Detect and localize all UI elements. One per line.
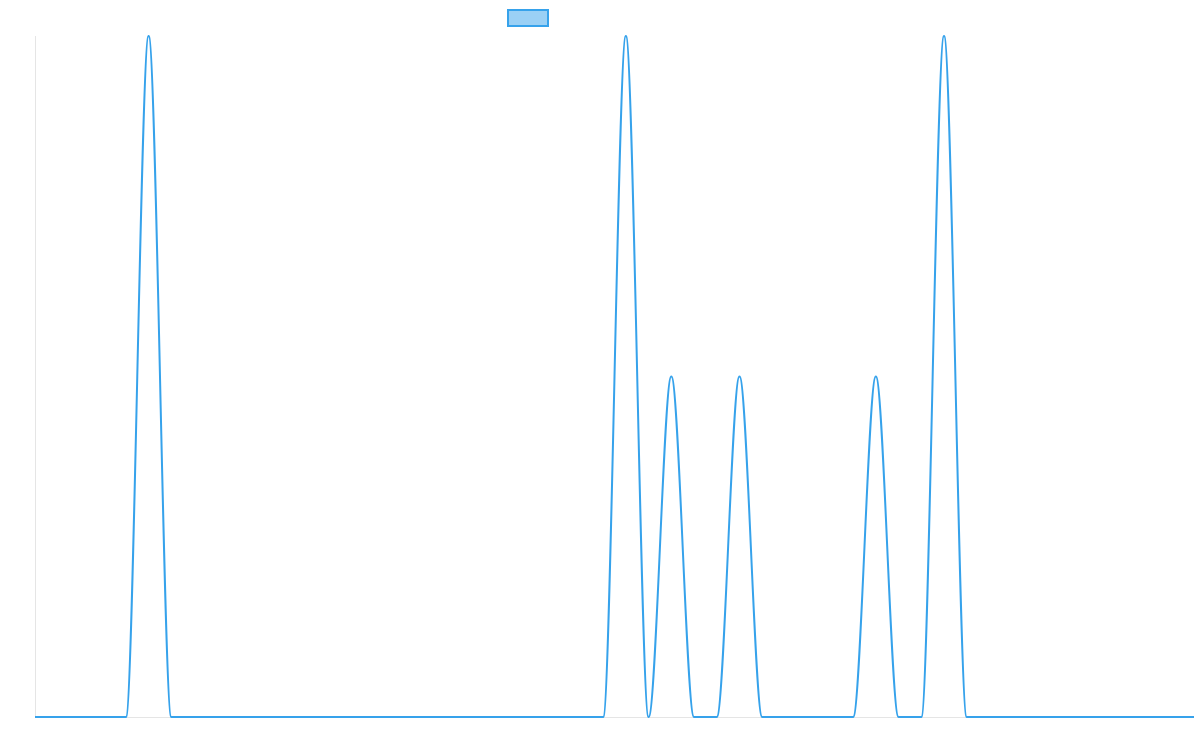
legend[interactable] xyxy=(507,9,549,27)
series-layer xyxy=(32,33,1197,720)
data-point-12[interactable] xyxy=(305,714,311,720)
data-point-37[interactable] xyxy=(873,374,879,380)
data-point-51[interactable] xyxy=(1191,714,1197,720)
data-point-8[interactable] xyxy=(214,714,220,720)
data-point-4[interactable] xyxy=(123,714,129,720)
data-point-40[interactable] xyxy=(941,33,947,39)
data-point-33[interactable] xyxy=(782,714,788,720)
data-point-39[interactable] xyxy=(918,714,924,720)
data-point-49[interactable] xyxy=(1146,714,1152,720)
legend-swatch[interactable] xyxy=(507,9,549,27)
data-point-14[interactable] xyxy=(350,714,356,720)
data-point-1[interactable] xyxy=(55,714,61,720)
data-point-38[interactable] xyxy=(896,714,902,720)
data-point-5[interactable] xyxy=(146,33,152,39)
series-line-0[interactable] xyxy=(34,35,1194,719)
data-point-15[interactable] xyxy=(373,714,379,720)
data-point-42[interactable] xyxy=(986,714,992,720)
data-point-9[interactable] xyxy=(237,714,243,720)
data-point-26[interactable] xyxy=(623,33,629,39)
data-point-28[interactable] xyxy=(668,374,674,380)
data-point-16[interactable] xyxy=(396,714,402,720)
data-point-30[interactable] xyxy=(714,714,720,720)
data-point-50[interactable] xyxy=(1168,714,1174,720)
data-point-23[interactable] xyxy=(555,714,561,720)
data-point-29[interactable] xyxy=(691,714,697,720)
data-point-45[interactable] xyxy=(1055,714,1061,720)
data-point-10[interactable] xyxy=(259,714,265,720)
data-point-0[interactable] xyxy=(32,714,38,720)
data-point-44[interactable] xyxy=(1032,714,1038,720)
data-point-31[interactable] xyxy=(736,374,742,380)
data-point-13[interactable] xyxy=(327,714,333,720)
data-point-21[interactable] xyxy=(509,714,515,720)
data-point-2[interactable] xyxy=(77,714,83,720)
data-point-17[interactable] xyxy=(418,714,424,720)
data-point-41[interactable] xyxy=(964,714,970,720)
data-point-7[interactable] xyxy=(191,714,197,720)
data-point-25[interactable] xyxy=(600,714,606,720)
data-point-19[interactable] xyxy=(464,714,470,720)
data-point-11[interactable] xyxy=(282,714,288,720)
data-point-34[interactable] xyxy=(805,714,811,720)
data-point-6[interactable] xyxy=(168,714,174,720)
data-point-46[interactable] xyxy=(1077,714,1083,720)
data-point-43[interactable] xyxy=(1009,714,1015,720)
data-point-48[interactable] xyxy=(1123,714,1129,720)
data-point-35[interactable] xyxy=(827,714,833,720)
data-point-24[interactable] xyxy=(577,714,583,720)
data-point-3[interactable] xyxy=(100,714,106,720)
data-point-20[interactable] xyxy=(487,714,493,720)
data-point-18[interactable] xyxy=(441,714,447,720)
data-point-22[interactable] xyxy=(532,714,538,720)
data-point-32[interactable] xyxy=(759,714,765,720)
data-point-47[interactable] xyxy=(1100,714,1106,720)
data-point-27[interactable] xyxy=(646,714,652,720)
data-point-36[interactable] xyxy=(850,714,856,720)
